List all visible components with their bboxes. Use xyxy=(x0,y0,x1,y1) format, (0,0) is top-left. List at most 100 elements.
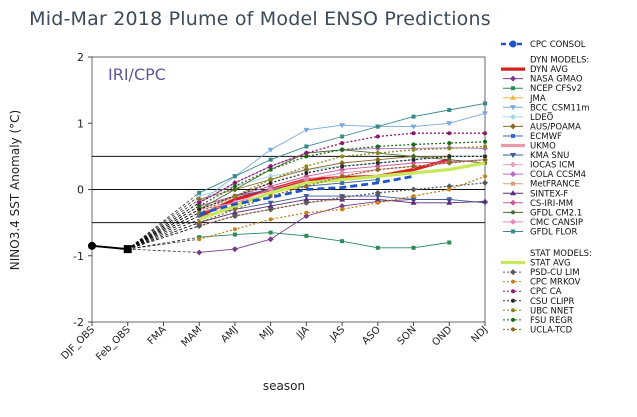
legend-item-ucla-tcd: UCLA-TCD xyxy=(503,325,573,335)
legend-item-cpc-mrkov: CPC MRKOV xyxy=(503,278,581,288)
point-ucla-tcd xyxy=(340,174,345,179)
point-bcc-csm11m xyxy=(303,127,310,133)
point-csu-clipr xyxy=(304,170,309,175)
point-aus-poama xyxy=(196,196,203,203)
point-bcc-csm11m xyxy=(339,123,346,129)
series-gfdl-flor xyxy=(197,101,487,195)
legend-item-cola-ccsm4: COLA CCSM4 xyxy=(503,170,586,180)
legend-item-cpc-consol: CPC CONSOL xyxy=(501,40,586,50)
point-cs-iri-mm xyxy=(339,166,346,173)
legend-item-nasa-gmao: NASA GMAO xyxy=(503,75,583,85)
point-cpc-mrkov xyxy=(197,237,202,242)
point-sintex-f xyxy=(303,196,310,202)
point-nasa-gmao xyxy=(339,203,346,210)
legend-label: MetFRANCE xyxy=(530,180,580,190)
point-psd-cu-lim xyxy=(482,179,488,186)
point-psd-cu-lim xyxy=(446,183,453,190)
point-ucla-tcd xyxy=(197,220,202,225)
legend-label: UKMO xyxy=(530,142,556,152)
point-bcc-csm11m xyxy=(267,147,274,153)
point-sintex-f xyxy=(374,196,381,202)
point-fsu-regr xyxy=(304,154,309,159)
point-nasa-gmao xyxy=(196,249,203,256)
point-cpc-ca xyxy=(411,131,416,136)
legend-marker xyxy=(511,298,515,303)
point-cs-iri-mm xyxy=(303,173,310,180)
x-tick-label: Feb_OBS xyxy=(94,324,133,363)
x-tick-label: JJA xyxy=(294,324,311,341)
legend-marker xyxy=(511,327,515,332)
x-axis-label: season xyxy=(263,379,305,393)
point-fsu-regr xyxy=(340,147,345,152)
point-cpc-mrkov xyxy=(411,194,416,199)
legend-label: UBC NNET xyxy=(530,306,575,316)
legend-item-ldeo: LDEO xyxy=(503,113,554,123)
point-csu-clipr xyxy=(375,161,380,165)
point-ncep-cfsv2 xyxy=(304,233,309,238)
legend-label: ECMWF xyxy=(530,132,562,142)
point-gfdl-flor xyxy=(197,190,202,195)
point-psd-cu-lim xyxy=(339,194,346,201)
point-gfdl-flor xyxy=(340,134,345,139)
point-csu-clipr xyxy=(411,157,416,162)
legend-item-sintex-f: SINTEX-F xyxy=(503,189,568,199)
point-ucla-tcd xyxy=(447,161,452,165)
series-cpc-ca xyxy=(197,131,487,205)
legend-label: STAT AVG xyxy=(530,259,571,269)
legend-marker xyxy=(510,269,516,276)
legend-item-cs-iri-mm: CS-IRI-MM xyxy=(503,199,573,209)
legend-label: KMA SNU xyxy=(530,151,569,161)
x-tick-label: DJF_OBS xyxy=(59,324,97,362)
legend-marker xyxy=(511,181,515,186)
x-tick-label: SON xyxy=(396,324,419,347)
legend-label: JMA xyxy=(529,94,546,104)
point-ubc-nnet xyxy=(304,164,309,169)
point-ucla-tcd xyxy=(232,207,237,212)
point-gfdl-cm2-1 xyxy=(447,157,452,162)
point-cmc-cansip xyxy=(339,169,346,176)
series-fsu-regr xyxy=(197,139,487,209)
point-cpc-ca xyxy=(447,131,452,136)
series-line-ncep-cfsv2 xyxy=(199,232,450,249)
point-psd-cu-lim xyxy=(231,213,238,219)
observed-point-djf xyxy=(88,241,96,250)
series-line-dyn-avg xyxy=(198,158,450,218)
legend-label: GFDL CM2.1 xyxy=(530,208,582,218)
legend-item-stat-avg: STAT AVG xyxy=(501,259,571,269)
point-cpc-mrkov xyxy=(304,210,309,215)
legend-marker xyxy=(511,229,515,234)
point-psd-cu-lim xyxy=(196,222,203,229)
point-gfdl-flor xyxy=(268,157,273,162)
legend-marker xyxy=(510,153,516,159)
legend-label: CS-IRI-MM xyxy=(530,199,573,209)
y-tick-label: -1 xyxy=(73,250,84,263)
point-bcc-csm11m xyxy=(446,121,453,127)
legend-item-metfrance: MetFRANCE xyxy=(503,180,580,190)
point-cpc-mrkov xyxy=(483,174,487,179)
legend-label: CMC CANSIP xyxy=(530,218,583,228)
connector-cpc-ca xyxy=(127,202,200,250)
legend-marker xyxy=(511,317,515,322)
legend-label: DYN AVG xyxy=(530,65,568,75)
chart-title: Mid-Mar 2018 Plume of Model ENSO Predict… xyxy=(29,8,491,30)
y-axis-label: NINO3.4 SST Anomaly (°C) xyxy=(8,110,22,270)
point-aus-poama xyxy=(303,166,310,173)
point-cpc-ca xyxy=(483,131,487,136)
point-gfdl-flor xyxy=(375,124,380,129)
legend-marker xyxy=(511,133,515,138)
legend-item-dyn-avg: DYN AVG xyxy=(501,65,568,75)
connector-csu-clipr xyxy=(127,209,200,250)
point-psd-cu-lim xyxy=(410,186,417,193)
series-line-cpc-consol xyxy=(198,174,414,216)
series-line-aus-poama xyxy=(199,155,450,200)
legend-label: CPC MRKOV xyxy=(530,278,581,288)
point-cpc-ca xyxy=(340,141,345,146)
point-psd-cu-lim xyxy=(267,206,274,213)
point-sintex-f xyxy=(410,199,417,205)
point-bcc-csm11m xyxy=(482,111,488,117)
connector-gfdl-flor xyxy=(127,192,200,250)
point-gfdl-cm2-1 xyxy=(232,187,237,192)
series-ubc-nnet xyxy=(197,144,487,215)
point-ncep-cfsv2 xyxy=(268,230,273,235)
